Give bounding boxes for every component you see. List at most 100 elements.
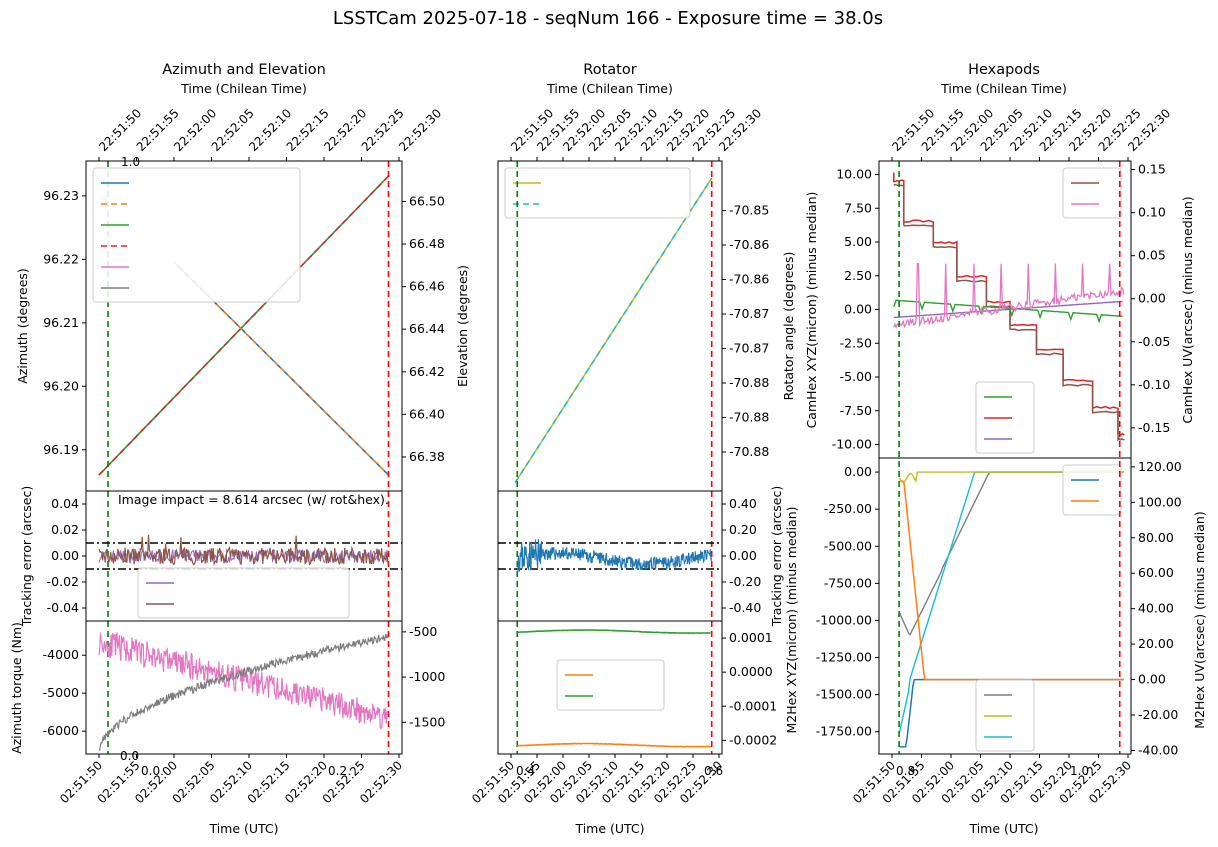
camhex-xyz-y-label: 0.00	[844, 302, 872, 317]
rotator-torque-y-label: 0.0000	[729, 664, 773, 679]
figure-title: LSSTCam 2025-07-18 - seqNum 166 - Exposu…	[333, 8, 883, 29]
m2hex-xyz-y-label: -750.00	[824, 575, 872, 590]
rotator-error-y-label: 0.40	[729, 496, 757, 511]
m2hex-uv-y-label: -20.00	[1138, 707, 1178, 722]
azimuth-y-label: 96.20	[43, 378, 79, 393]
rotator-y-label: -70.85	[729, 203, 769, 218]
rotator-linear-model-line	[514, 177, 713, 483]
m2hex-uv-y-label: -40.00	[1138, 742, 1178, 757]
elevation-torque-line	[98, 633, 389, 751]
m2hex-xyz-y-label: -1750.00	[816, 724, 872, 739]
rotator-torque-y-label: -0.0002	[729, 732, 777, 747]
rotator-error-y-label: -0.20	[729, 574, 761, 589]
camhex-u-line	[893, 183, 1125, 442]
azel-torque-axes	[85, 620, 403, 755]
m2hex-xyz-y-label: -500.00	[824, 538, 872, 553]
rotator-y-label: -70.86	[729, 237, 769, 252]
rot-err-ylabel: Tracking error (arcsec)	[769, 486, 784, 627]
m2hex-axes	[878, 457, 1132, 755]
azel-error-y-label: -0.04	[47, 600, 79, 615]
rotator-y-label: -70.87	[729, 341, 769, 356]
azel-ylabel: Azimuth (degrees)	[15, 268, 30, 384]
rotator-tracking-error-line	[516, 539, 713, 574]
camhex-uv-y-label: 0.10	[1138, 205, 1166, 220]
torque0-line	[516, 742, 711, 748]
stray-label: 0.0	[141, 764, 160, 778]
azimuth-y-label: 96.22	[43, 251, 79, 266]
rotator-legend	[504, 167, 691, 219]
stray-label: 1.0	[1070, 764, 1089, 778]
camhex-uv-y-label: -0.05	[1138, 334, 1170, 349]
camhex-v-line	[893, 262, 1125, 330]
camhex-xyz-y-label: -2.50	[840, 335, 872, 350]
rotator-y-label: -70.88	[729, 410, 769, 425]
elevation-torque-y-label: -1500	[409, 714, 445, 729]
rot-xlabel: Time (UTC)	[574, 821, 644, 836]
rotator-y-label: -70.86	[729, 272, 769, 287]
camhex-uv-y-label: 0.15	[1138, 162, 1166, 177]
m2hex-uv-y-label: 40.00	[1138, 601, 1174, 616]
rotator-torque-legend	[556, 659, 665, 711]
torque1-line	[517, 629, 711, 635]
hex-section-title: Hexapods	[968, 62, 1040, 78]
azimuth-y-label: 96.21	[43, 315, 79, 330]
m2hex-xyz-y-label: -1250.00	[816, 650, 872, 665]
rot-section-title: Rotator	[583, 62, 636, 78]
m2hex-uv-y-label: 20.00	[1138, 636, 1174, 651]
azimuth-y-label: 96.23	[43, 188, 79, 203]
m2hex-xyz-y-label: -1500.00	[816, 687, 872, 702]
elevation-y-label: 66.46	[409, 279, 445, 294]
elevation-y-label: 66.42	[409, 364, 445, 379]
m2hex-uv-y-label: 60.00	[1138, 565, 1174, 580]
camhex-xyz-y-label: -7.50	[840, 403, 872, 418]
cam-ylabel: CamHex XYZ(micron) (minus median)	[804, 192, 819, 429]
camhex-uv-legend	[1062, 167, 1122, 219]
m2hex-uv-y-label: 120.00	[1138, 459, 1182, 474]
elevation-position-line	[98, 175, 390, 476]
m2hex-xyz-y-label: 0.00	[844, 464, 872, 479]
m2-ylabel: M2Hex XYZ(micron) (minus median)	[784, 506, 799, 733]
azel-impact-annotation: Image impact = 8.614 arcsec (w/ rot&hex)…	[118, 492, 389, 507]
camhex-xyz-y-label: -10.00	[832, 437, 872, 452]
azel-main-legend	[92, 167, 301, 303]
m2hex-uv-y-label: 100.00	[1138, 494, 1182, 509]
camhex-uv-y-label: 0.05	[1138, 248, 1166, 263]
hex-xlabel: Time (UTC)	[968, 821, 1038, 836]
m2hex-xyz-y-label: -1000.00	[816, 612, 872, 627]
camhex-z-line	[893, 300, 1123, 319]
elevation-y-label: 66.38	[409, 449, 445, 464]
rotator-y-label: -70.87	[729, 306, 769, 321]
azimuth-y-label: 96.19	[43, 442, 79, 457]
m2hex-uv-y-label: 0.00	[1138, 672, 1166, 687]
elevation-y-label: 66.48	[409, 236, 445, 251]
rotator-torque-y-label: 0.0001	[729, 630, 773, 645]
m2hex-xyz-y-label: -250.00	[824, 501, 872, 516]
stray-label: 0.4	[516, 764, 535, 778]
rotator-y-label: -70.88	[729, 375, 769, 390]
m2hex-uv-y-label: 80.00	[1138, 530, 1174, 545]
azel-ylabel-right: Elevation (degrees)	[455, 265, 470, 387]
camhex-xyz-y-label: 5.00	[844, 234, 872, 249]
rotator-error-y-label: -0.40	[729, 600, 761, 615]
elevation-y-label: 66.44	[409, 321, 445, 336]
elevation-y-label: 66.40	[409, 406, 445, 421]
elevation-torque-y-label: -500	[409, 624, 437, 639]
rotator-torque-y-label: -0.0001	[729, 698, 777, 713]
azel-section-title: Azimuth and Elevation	[162, 62, 326, 78]
azel-torque-ylabel: Azimuth torque (Nm)	[9, 622, 24, 754]
azimuth-torque-y-label: -6000	[43, 723, 79, 738]
azimuth-torque-y-label: -4000	[43, 647, 79, 662]
rotator-torque-axes	[497, 620, 723, 755]
camhex-uv-y-label: -0.15	[1138, 420, 1170, 435]
azel-error-y-label: -0.02	[47, 574, 79, 589]
azel-error-legend	[137, 567, 350, 619]
hex-top-xlabel: Time (Chilean Time)	[940, 81, 1067, 96]
stray-label: 0.2	[328, 764, 347, 778]
m2hex-uv-legend	[1062, 464, 1122, 516]
azel-error-y-label: 0.02	[51, 522, 79, 537]
camhex-uv-y-label: 0.00	[1138, 291, 1166, 306]
m2-ylabel-right: M2Hex UV(arcsec) (minus median)	[1192, 511, 1207, 728]
camhex-xyz-y-label: 2.50	[844, 268, 872, 283]
stray-label: 0.8	[896, 764, 915, 778]
